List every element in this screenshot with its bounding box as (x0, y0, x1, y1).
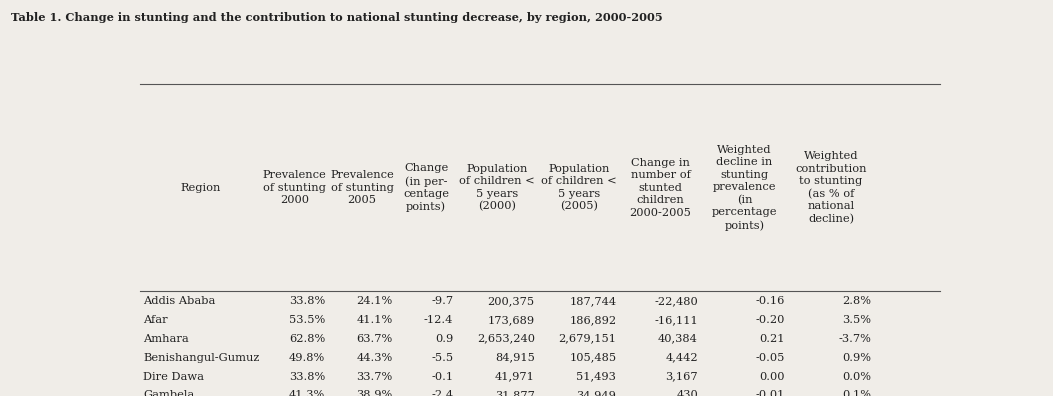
Text: Change
(in per-
centage
points): Change (in per- centage points) (403, 164, 450, 212)
Text: -5.5: -5.5 (431, 352, 453, 363)
Text: -0.01: -0.01 (755, 390, 784, 396)
Text: -2.4: -2.4 (431, 390, 453, 396)
Text: 187,744: 187,744 (570, 296, 616, 306)
Text: -0.20: -0.20 (755, 315, 784, 325)
Text: -3.7%: -3.7% (838, 334, 871, 344)
Text: 2,679,151: 2,679,151 (558, 334, 616, 344)
Text: 0.0%: 0.0% (842, 371, 871, 381)
Text: 0.9: 0.9 (435, 334, 453, 344)
Text: 3,167: 3,167 (665, 371, 698, 381)
Text: Change in
number of
stunted
children
2000-2005: Change in number of stunted children 200… (630, 158, 692, 217)
Text: 33.8%: 33.8% (289, 296, 325, 306)
Text: Weighted
contribution
to stunting
(as % of
national
decline): Weighted contribution to stunting (as % … (795, 151, 867, 224)
Text: Region: Region (180, 183, 220, 193)
Text: 0.1%: 0.1% (842, 390, 871, 396)
Text: 41.1%: 41.1% (357, 315, 393, 325)
Text: -0.05: -0.05 (755, 352, 784, 363)
Text: 105,485: 105,485 (570, 352, 616, 363)
Text: Prevalence
of stunting
2005: Prevalence of stunting 2005 (331, 170, 394, 205)
Text: 40,384: 40,384 (658, 334, 698, 344)
Text: 2.8%: 2.8% (842, 296, 871, 306)
Text: 430: 430 (676, 390, 698, 396)
Text: 200,375: 200,375 (488, 296, 535, 306)
Text: 3.5%: 3.5% (842, 315, 871, 325)
Text: 4,442: 4,442 (665, 352, 698, 363)
Text: 41.3%: 41.3% (289, 390, 325, 396)
Text: Addis Ababa: Addis Ababa (143, 296, 216, 306)
Text: 51,493: 51,493 (576, 371, 616, 381)
Text: Afar: Afar (143, 315, 167, 325)
Text: Gambela: Gambela (143, 390, 195, 396)
Text: 84,915: 84,915 (495, 352, 535, 363)
Text: 186,892: 186,892 (570, 315, 616, 325)
Text: 49.8%: 49.8% (289, 352, 325, 363)
Text: -0.1: -0.1 (431, 371, 453, 381)
Text: 33.7%: 33.7% (357, 371, 393, 381)
Text: 62.8%: 62.8% (289, 334, 325, 344)
Text: Table 1. Change in stunting and the contribution to national stunting decrease, : Table 1. Change in stunting and the cont… (11, 12, 662, 23)
Text: 0.00: 0.00 (759, 371, 784, 381)
Text: Population
of children <
5 years
(2000): Population of children < 5 years (2000) (459, 164, 535, 211)
Text: 38.9%: 38.9% (357, 390, 393, 396)
Text: 41,971: 41,971 (495, 371, 535, 381)
Text: Amhara: Amhara (143, 334, 188, 344)
Text: Prevalence
of stunting
2000: Prevalence of stunting 2000 (262, 170, 326, 205)
Text: 33.8%: 33.8% (289, 371, 325, 381)
Text: 0.21: 0.21 (759, 334, 784, 344)
Text: Population
of children <
5 years
(2005): Population of children < 5 years (2005) (541, 164, 617, 211)
Text: Benishangul-Gumuz: Benishangul-Gumuz (143, 352, 259, 363)
Text: -16,111: -16,111 (654, 315, 698, 325)
Text: -22,480: -22,480 (654, 296, 698, 306)
Text: 34,949: 34,949 (576, 390, 616, 396)
Text: 173,689: 173,689 (488, 315, 535, 325)
Text: 31,877: 31,877 (495, 390, 535, 396)
Text: 53.5%: 53.5% (289, 315, 325, 325)
Text: -9.7: -9.7 (431, 296, 453, 306)
Text: Weighted
decline in
stunting
prevalence
(in
percentage
points): Weighted decline in stunting prevalence … (712, 145, 777, 230)
Text: 63.7%: 63.7% (357, 334, 393, 344)
Text: 2,653,240: 2,653,240 (477, 334, 535, 344)
Text: 0.9%: 0.9% (842, 352, 871, 363)
Text: -0.16: -0.16 (755, 296, 784, 306)
Text: 44.3%: 44.3% (357, 352, 393, 363)
Text: 24.1%: 24.1% (357, 296, 393, 306)
Text: Dire Dawa: Dire Dawa (143, 371, 204, 381)
Text: -12.4: -12.4 (423, 315, 453, 325)
